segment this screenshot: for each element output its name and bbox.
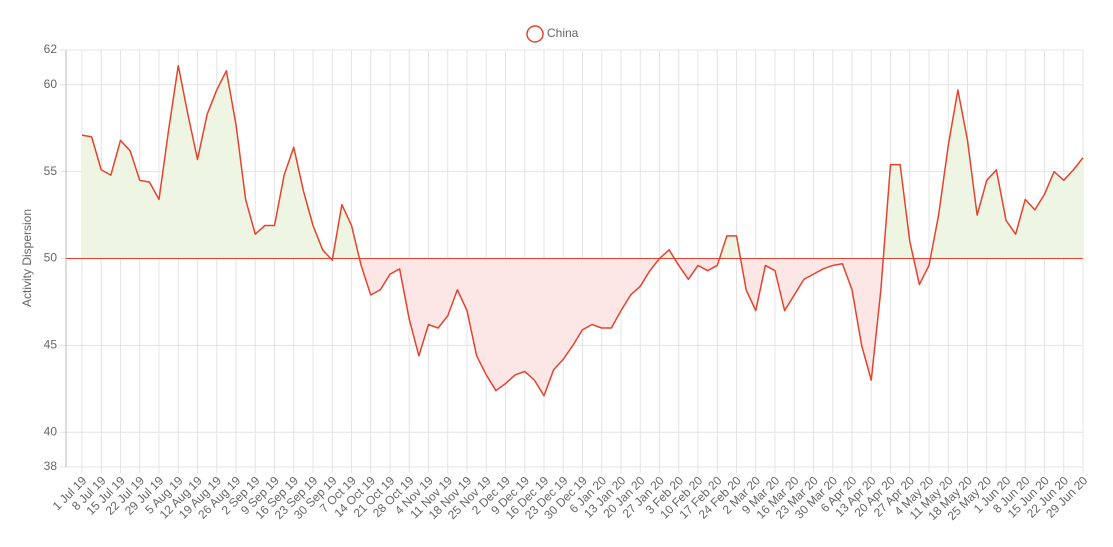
y-tick-label: 50 xyxy=(44,251,58,265)
area-above xyxy=(82,65,1083,259)
y-tick-label: 45 xyxy=(44,338,58,352)
y-tick-label: 60 xyxy=(44,77,58,91)
series-line xyxy=(81,64,1084,397)
legend-marker xyxy=(526,25,544,43)
legend-label: China xyxy=(547,26,579,40)
area-below xyxy=(82,258,1083,396)
y-tick-label: 38 xyxy=(44,459,58,473)
y-tick-label: 40 xyxy=(44,424,58,438)
y-axis-label: Activity Dispersion xyxy=(20,209,34,307)
y-tick-label: 55 xyxy=(44,164,58,178)
y-tick-label: 62 xyxy=(44,42,58,56)
